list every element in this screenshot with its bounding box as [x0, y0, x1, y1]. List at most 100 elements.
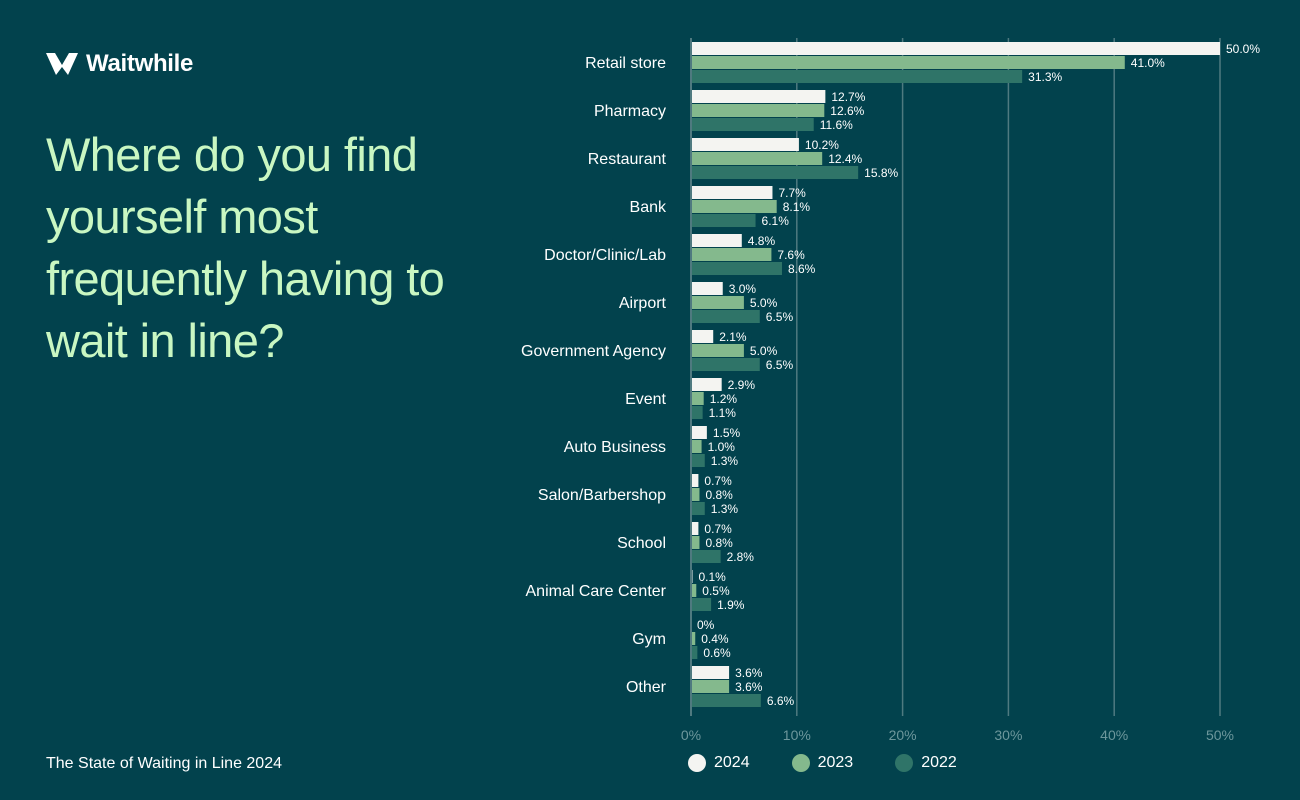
bar-2023 [691, 632, 696, 645]
category-label: Retail store [585, 55, 666, 72]
data-label-2023: 5.0% [750, 344, 778, 358]
data-label-2023: 0.8% [705, 536, 733, 550]
data-label-2024: 3.6% [735, 666, 763, 680]
bar-2024 [691, 474, 699, 487]
bar-2022 [691, 694, 761, 707]
data-label-2023: 8.1% [783, 200, 811, 214]
bar-2023 [691, 584, 697, 597]
data-label-2024: 50.0% [1226, 42, 1260, 56]
data-label-2023: 5.0% [750, 296, 778, 310]
data-label-2022: 6.5% [766, 310, 794, 324]
category-label: Doctor/Clinic/Lab [544, 247, 666, 264]
data-label-2023: 1.2% [710, 392, 738, 406]
category-label: Auto Business [564, 439, 666, 456]
bar-2023 [691, 392, 704, 405]
legend-label-2023: 2023 [817, 754, 854, 771]
data-label-2024: 4.8% [748, 234, 776, 248]
bar-2023 [691, 152, 823, 165]
category-label: School [617, 535, 666, 552]
legend-item-2022: 2022 [895, 754, 957, 772]
bar-2022 [691, 646, 698, 659]
bar-2022 [691, 454, 705, 467]
data-label-2023: 41.0% [1131, 56, 1165, 70]
x-tick-label: 10% [783, 727, 811, 743]
bar-2023 [691, 344, 744, 357]
bar-2023 [691, 296, 744, 309]
brand: Waitwhile [46, 50, 193, 78]
bar-2022 [691, 406, 703, 419]
legend-swatch-2022 [895, 754, 914, 772]
category-label: Pharmacy [594, 103, 666, 120]
data-label-2024: 0% [697, 618, 715, 632]
bar-2022 [691, 118, 814, 131]
headline: Where do you find yourself most frequent… [46, 128, 445, 367]
x-tick-label: 30% [994, 727, 1022, 743]
data-label-2023: 0.8% [705, 488, 733, 502]
data-label-2023: 12.6% [830, 104, 864, 118]
bar-2024 [691, 234, 742, 247]
data-label-2023: 7.6% [777, 248, 805, 262]
bar-2022 [691, 166, 859, 179]
x-tick-label: 0% [681, 727, 701, 743]
legend-label-2022: 2022 [921, 754, 957, 771]
legend-label-2024: 2024 [714, 754, 750, 771]
category-label: Bank [630, 199, 667, 216]
report-title: The State of Waiting in Line 2024 [46, 755, 282, 772]
legend-item-2023: 2023 [791, 754, 854, 772]
data-label-2023: 3.6% [735, 680, 763, 694]
bar-2023 [691, 680, 730, 693]
bar-2022 [691, 214, 756, 227]
data-label-2024: 1.5% [713, 426, 741, 440]
bar-2024 [691, 282, 723, 295]
data-label-2024: 2.9% [728, 378, 756, 392]
bar-2024 [691, 666, 730, 679]
data-label-2022: 11.6% [820, 118, 853, 132]
legend-swatch-2023 [791, 754, 810, 772]
data-label-2022: 2.8% [727, 550, 755, 564]
data-label-2024: 2.1% [719, 330, 747, 344]
data-label-2023: 1.0% [708, 440, 736, 454]
brand-name: Waitwhile [86, 50, 194, 77]
bar-2022 [691, 70, 1023, 83]
x-tick-label: 50% [1206, 727, 1234, 743]
category-label: Event [625, 391, 666, 408]
data-label-2023: 12.4% [828, 152, 862, 166]
bar-2024 [691, 522, 699, 535]
data-label-2022: 31.3% [1028, 70, 1062, 84]
data-label-2024: 0.7% [704, 522, 732, 536]
category-label: Animal Care Center [526, 583, 667, 600]
bar-2022 [691, 358, 760, 371]
bar-2024 [691, 42, 1220, 55]
bar-2024 [691, 186, 773, 199]
category-label: Other [626, 679, 667, 696]
bar-2022 [691, 550, 721, 563]
category-label: Government Agency [521, 343, 666, 360]
category-label: Airport [619, 295, 667, 312]
bar-2022 [691, 502, 705, 515]
category-label: Gym [632, 631, 666, 648]
data-label-2024: 10.2% [805, 138, 839, 152]
waitwhile-logo-icon [46, 53, 78, 75]
bar-2022 [691, 262, 782, 275]
data-label-2023: 0.5% [702, 584, 730, 598]
data-label-2022: 6.6% [767, 694, 795, 708]
category-label: Salon/Barbershop [538, 487, 666, 504]
bar-2024 [691, 90, 826, 103]
data-label-2022: 6.1% [762, 214, 790, 228]
x-tick-label: 20% [889, 727, 917, 743]
chart-legend: 2024 2023 2022 [688, 754, 957, 772]
bar-2023 [691, 56, 1125, 69]
bar-2024 [691, 426, 707, 439]
data-label-2022: 1.1% [709, 406, 737, 420]
data-label-2024: 12.7% [831, 90, 865, 104]
category-label: Restaurant [588, 151, 667, 168]
bar-2023 [691, 440, 702, 453]
bar-2024 [691, 330, 714, 343]
data-label-2022: 6.5% [766, 358, 794, 372]
data-label-2022: 1.3% [711, 502, 739, 516]
bar-2022 [691, 598, 712, 611]
legend-swatch-2024 [688, 754, 706, 772]
data-label-2022: 8.6% [788, 262, 816, 276]
data-label-2024: 7.7% [778, 186, 806, 200]
